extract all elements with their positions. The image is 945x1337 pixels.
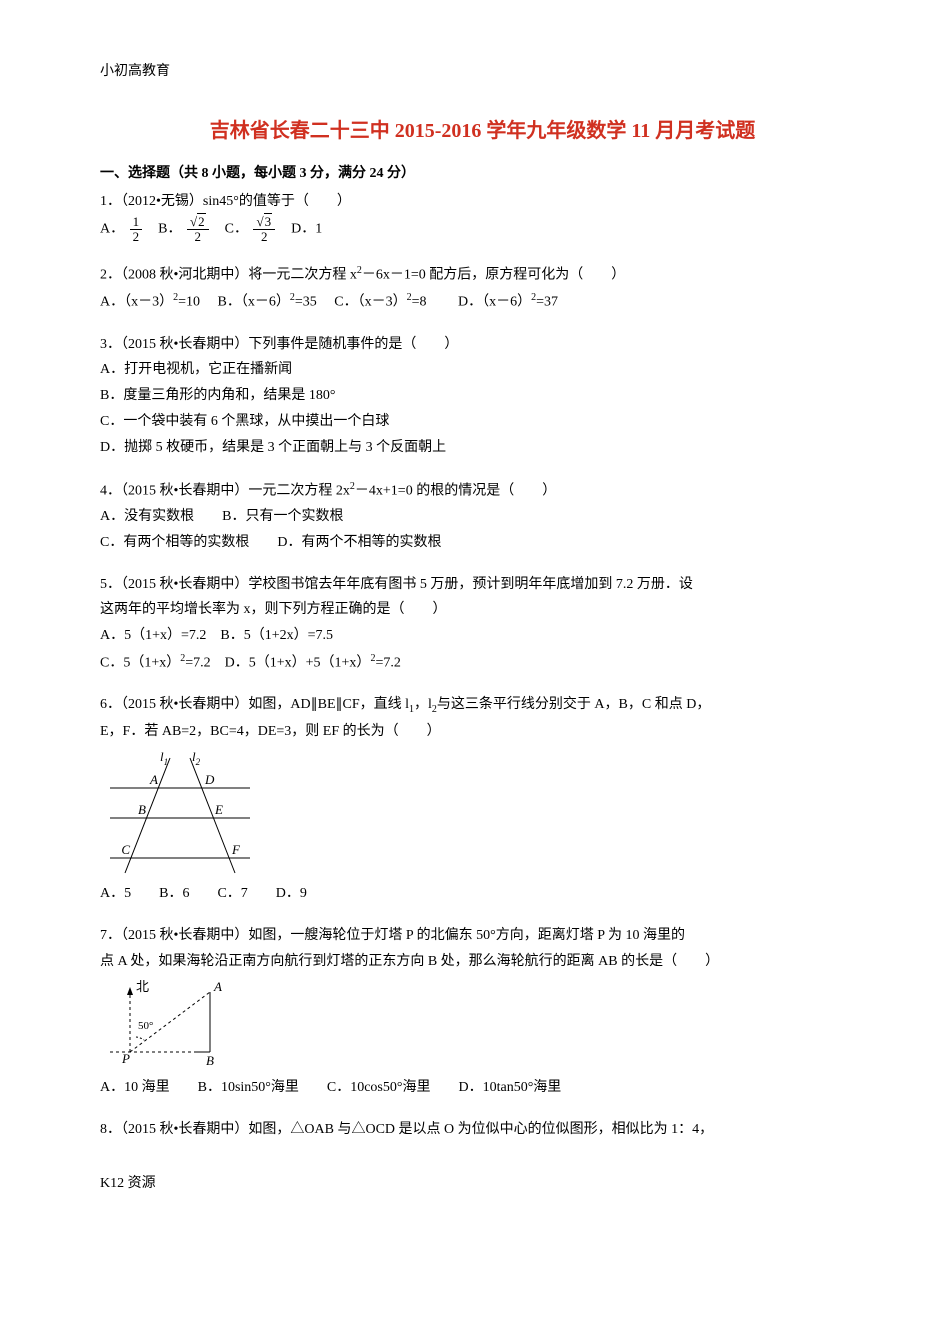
q7-stem1: 7．（2015 秋•长春期中）如图，一艘海轮位于灯塔 P 的北偏东 50°方向，… [100,924,865,948]
svg-text:D: D [204,772,215,787]
q5-stem1: 5．（2015 秋•长春期中）学校图书馆去年年底有图书 5 万册，预计到明年年底… [100,573,865,597]
svg-text:l2: l2 [192,749,201,767]
q3-D: D．抛掷 5 枚硬币，结果是 3 个正面朝上与 3 个反面朝上 [100,436,865,460]
svg-text:北: 北 [136,979,149,994]
q2-stem: 2．（2008 秋•河北期中）将一元二次方程 x2－6x－1=0 配方后，原方程… [100,262,865,287]
svg-text:F: F [231,842,241,857]
q1-optB-frac: √2 2 [187,215,209,243]
q8-stem: 8．（2015 秋•长春期中）如图，△OAB 与△OCD 是以点 O 为位似中心… [100,1118,865,1142]
q1-options: A． 1 2 B． √2 2 C． √3 2 D．1 [100,215,865,243]
question-7: 7．（2015 秋•长春期中）如图，一艘海轮位于灯塔 P 的北偏东 50°方向，… [100,924,865,1100]
page-footer: K12 资源 [100,1172,865,1196]
doc-title: 吉林省长春二十三中 2015-2016 学年九年级数学 11 月月考试题 [100,114,865,148]
q7-stem2: 点 A 处，如果海轮沿正南方向航行到灯塔的正东方向 B 处，那么海轮航行的距离 … [100,950,865,974]
svg-text:C: C [121,842,130,857]
question-3: 3．（2015 秋•长春期中）下列事件是随机事件的是（ ） A．打开电视机，它正… [100,333,865,460]
q1-optA-frac: 1 2 [130,215,143,243]
q4-line1: A．没有实数根 B．只有一个实数根 [100,505,865,529]
svg-text:l1: l1 [160,749,168,767]
section-heading: 一、选择题（共 8 小题，每小题 3 分，满分 24 分） [100,162,865,186]
q4-stem: 4．（2015 秋•长春期中）一元二次方程 2x2－4x+1=0 的根的情况是（… [100,478,865,503]
q5-line1: A．5（1+x）=7.2 B．5（1+2x）=7.5 [100,624,865,648]
q4-line2: C．有两个相等的实数根 D．有两个不相等的实数根 [100,531,865,555]
q1-optB-label: B． [158,222,181,237]
q1-optD: D．1 [291,222,322,237]
svg-text:50°: 50° [138,1020,153,1032]
q2-options: A．（x－3）2=10 B．（x－6）2=35 C．（x－3）2=8 D．（x－… [100,289,865,314]
q7-options: A．10 海里 B．10sin50°海里 C．10cos50°海里 D．10ta… [100,1076,865,1100]
q3-stem: 3．（2015 秋•长春期中）下列事件是随机事件的是（ ） [100,333,865,357]
svg-text:A: A [213,979,222,994]
q3-A: A．打开电视机，它正在播新闻 [100,358,865,382]
q1-stem: 1．（2012•无锡）sin45°的值等于（ ） [100,190,865,214]
question-1: 1．（2012•无锡）sin45°的值等于（ ） A． 1 2 B． √2 2 … [100,190,865,244]
question-4: 4．（2015 秋•长春期中）一元二次方程 2x2－4x+1=0 的根的情况是（… [100,478,865,555]
svg-text:P: P [121,1051,130,1066]
q3-C: C．一个袋中装有 6 个黑球，从中摸出一个白球 [100,410,865,434]
q6-stem2: E，F．若 AB=2，BC=4，DE=3，则 EF 的长为（ ） [100,720,865,744]
q5-stem2: 这两年的平均增长率为 x，则下列方程正确的是（ ） [100,598,865,622]
q6-options: A．5 B．6 C．7 D．9 [100,882,865,906]
question-2: 2．（2008 秋•河北期中）将一元二次方程 x2－6x－1=0 配方后，原方程… [100,262,865,315]
q6-stem1: 6．（2015 秋•长春期中）如图，AD∥BE∥CF，直线 l1，l2与这三条平… [100,693,865,718]
page-header: 小初高教育 [100,60,865,84]
q3-B: B．度量三角形的内角和，结果是 180° [100,384,865,408]
question-6: 6．（2015 秋•长春期中）如图，AD∥BE∥CF，直线 l1，l2与这三条平… [100,693,865,905]
q7-figure: 北 50° P A B [100,977,250,1072]
q1-optC-label: C． [225,222,248,237]
question-8: 8．（2015 秋•长春期中）如图，△OAB 与△OCD 是以点 O 为位似中心… [100,1118,865,1142]
q1-optA-label: A． [100,222,124,237]
q5-line2: C．5（1+x）2=7.2 D．5（1+x）+5（1+x）2=7.2 [100,650,865,675]
q6-figure: l1 l2 A D B E C F [100,748,260,878]
svg-text:A: A [149,772,158,787]
svg-text:B: B [206,1053,214,1068]
svg-text:B: B [138,802,146,817]
question-5: 5．（2015 秋•长春期中）学校图书馆去年年底有图书 5 万册，预计到明年年底… [100,573,865,676]
svg-text:E: E [214,802,223,817]
q1-optC-frac: √3 2 [253,215,275,243]
